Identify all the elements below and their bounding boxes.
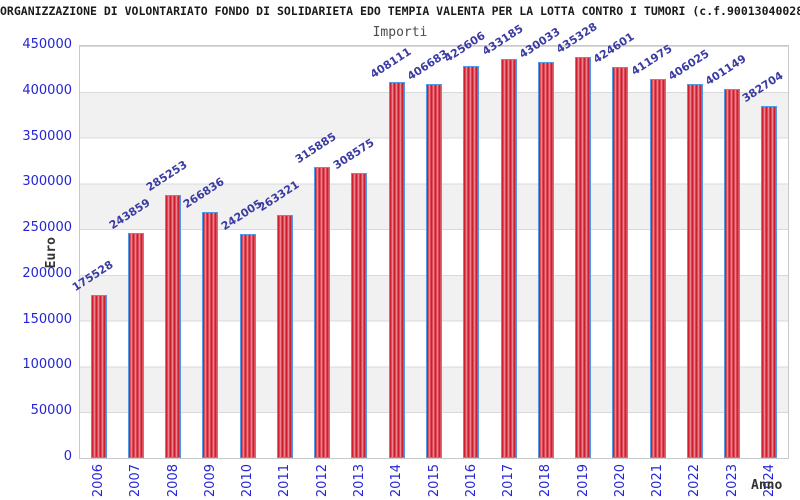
bar-slot: 242005 2010 bbox=[219, 46, 266, 498]
x-tick-label: 2022 bbox=[687, 464, 703, 498]
bar bbox=[426, 83, 443, 458]
y-axis-labels: 450000 400000 350000 300000 250000 200000 1500… bbox=[0, 37, 72, 464]
x-tick-label: 2012 bbox=[314, 464, 330, 498]
bar bbox=[612, 67, 629, 458]
bar-slot: 382704 2024 bbox=[740, 46, 788, 498]
x-tick-label: 2023 bbox=[724, 464, 740, 498]
x-tick-label: 2011 bbox=[277, 464, 293, 498]
y-tick-label: 250000 bbox=[22, 220, 72, 236]
bar bbox=[202, 211, 219, 458]
x-tick-label: 2010 bbox=[240, 464, 256, 498]
bar-slot: 285253 2008 bbox=[144, 46, 192, 498]
bar bbox=[724, 88, 741, 458]
x-tick: 2022 bbox=[676, 458, 713, 500]
bar-slot: 401149 2023 bbox=[703, 46, 751, 498]
bar bbox=[127, 232, 144, 458]
x-tick: 2023 bbox=[714, 458, 751, 500]
bar bbox=[388, 82, 405, 458]
bar-slot: 308575 2013 bbox=[330, 46, 378, 498]
x-tick-label: 2016 bbox=[463, 464, 479, 498]
x-tick: 2015 bbox=[415, 458, 452, 500]
bar bbox=[575, 57, 592, 458]
x-tick-label: 2013 bbox=[351, 464, 367, 498]
bar-slot: 175528 2006 bbox=[70, 46, 117, 497]
x-tick: 2008 bbox=[155, 458, 192, 500]
chart-title: ORGANIZZAZIONE DI VOLONTARIATO FONDO DI … bbox=[0, 4, 800, 18]
x-tick: 2007 bbox=[117, 458, 154, 500]
y-tick-label: 100000 bbox=[22, 357, 72, 373]
x-tick: 2019 bbox=[564, 458, 601, 500]
chart-subtitle: Importi bbox=[372, 25, 428, 40]
x-tick-label: 2006 bbox=[91, 464, 107, 498]
bars: 175528 2006 243859 2007 285253 2008 266836 2009… bbox=[70, 21, 788, 498]
bar bbox=[90, 295, 107, 458]
bar-slot: 435328 2019 bbox=[554, 21, 601, 498]
x-tick: 2021 bbox=[639, 458, 676, 500]
bar-slot: 430033 2018 bbox=[517, 25, 564, 497]
bar-slot: 433185 2017 bbox=[479, 22, 527, 497]
y-tick-label: 200000 bbox=[22, 265, 72, 281]
x-tick: 2020 bbox=[602, 458, 639, 500]
y-tick-label: 450000 bbox=[22, 37, 72, 52]
x-axis-title: Anno bbox=[751, 478, 783, 493]
x-tick: 2016 bbox=[453, 458, 490, 500]
bar-slot: 425606 2016 bbox=[442, 29, 490, 497]
x-tick-label: 2007 bbox=[128, 464, 144, 498]
bar bbox=[649, 78, 666, 458]
y-tick-label: 150000 bbox=[22, 311, 72, 327]
x-tick-label: 2019 bbox=[575, 464, 591, 498]
bar-slot: 411975 2021 bbox=[629, 42, 676, 498]
bar-slot: 315885 2012 bbox=[293, 46, 341, 498]
x-tick-label: 2014 bbox=[389, 464, 405, 498]
x-tick-label: 2018 bbox=[538, 464, 554, 498]
bar bbox=[276, 214, 293, 458]
x-tick-label: 2021 bbox=[650, 464, 666, 498]
x-tick: 2017 bbox=[490, 458, 527, 500]
y-tick-label: 400000 bbox=[22, 82, 72, 98]
bar-slot: 263321 2011 bbox=[256, 46, 303, 498]
plot-area: 175528 2006 243859 2007 285253 2008 266836 2009… bbox=[70, 21, 789, 498]
bar-slot: 406683 2015 bbox=[405, 46, 452, 498]
bar bbox=[761, 105, 778, 458]
x-tick: 2010 bbox=[229, 458, 266, 500]
x-tick: 2014 bbox=[378, 458, 415, 500]
bar-slot: 406025 2022 bbox=[666, 46, 713, 497]
x-tick: 2006 bbox=[80, 458, 117, 500]
bar bbox=[351, 173, 368, 458]
x-tick: 2009 bbox=[192, 458, 229, 500]
bar bbox=[314, 166, 331, 458]
x-tick: 2012 bbox=[304, 458, 341, 500]
bar bbox=[500, 59, 517, 458]
y-tick-label: 300000 bbox=[22, 174, 72, 190]
x-tick-label: 2020 bbox=[612, 464, 628, 498]
y-tick-label: 350000 bbox=[22, 128, 72, 144]
bar-slot: 266836 2009 bbox=[181, 46, 229, 498]
bar bbox=[165, 194, 182, 458]
x-tick: 2018 bbox=[527, 458, 564, 500]
bar-value-label: 175528 bbox=[69, 258, 116, 295]
bar bbox=[537, 62, 554, 458]
x-tick-label: 2009 bbox=[202, 464, 218, 498]
bar-slot: 408111 2014 bbox=[368, 45, 415, 497]
bar bbox=[686, 84, 703, 458]
bar-slot: 424601 2020 bbox=[591, 30, 639, 497]
x-tick: 2013 bbox=[341, 458, 378, 500]
y-tick-label: 50000 bbox=[30, 403, 72, 419]
bar bbox=[239, 234, 256, 458]
x-tick-label: 2017 bbox=[501, 464, 517, 498]
bar bbox=[463, 66, 480, 458]
bar-slot: 243859 2007 bbox=[107, 46, 154, 498]
x-tick-label: 2015 bbox=[426, 464, 442, 498]
x-tick-label: 2008 bbox=[165, 464, 181, 498]
y-tick-label: 0 bbox=[63, 449, 72, 464]
x-tick: 2011 bbox=[266, 458, 303, 500]
